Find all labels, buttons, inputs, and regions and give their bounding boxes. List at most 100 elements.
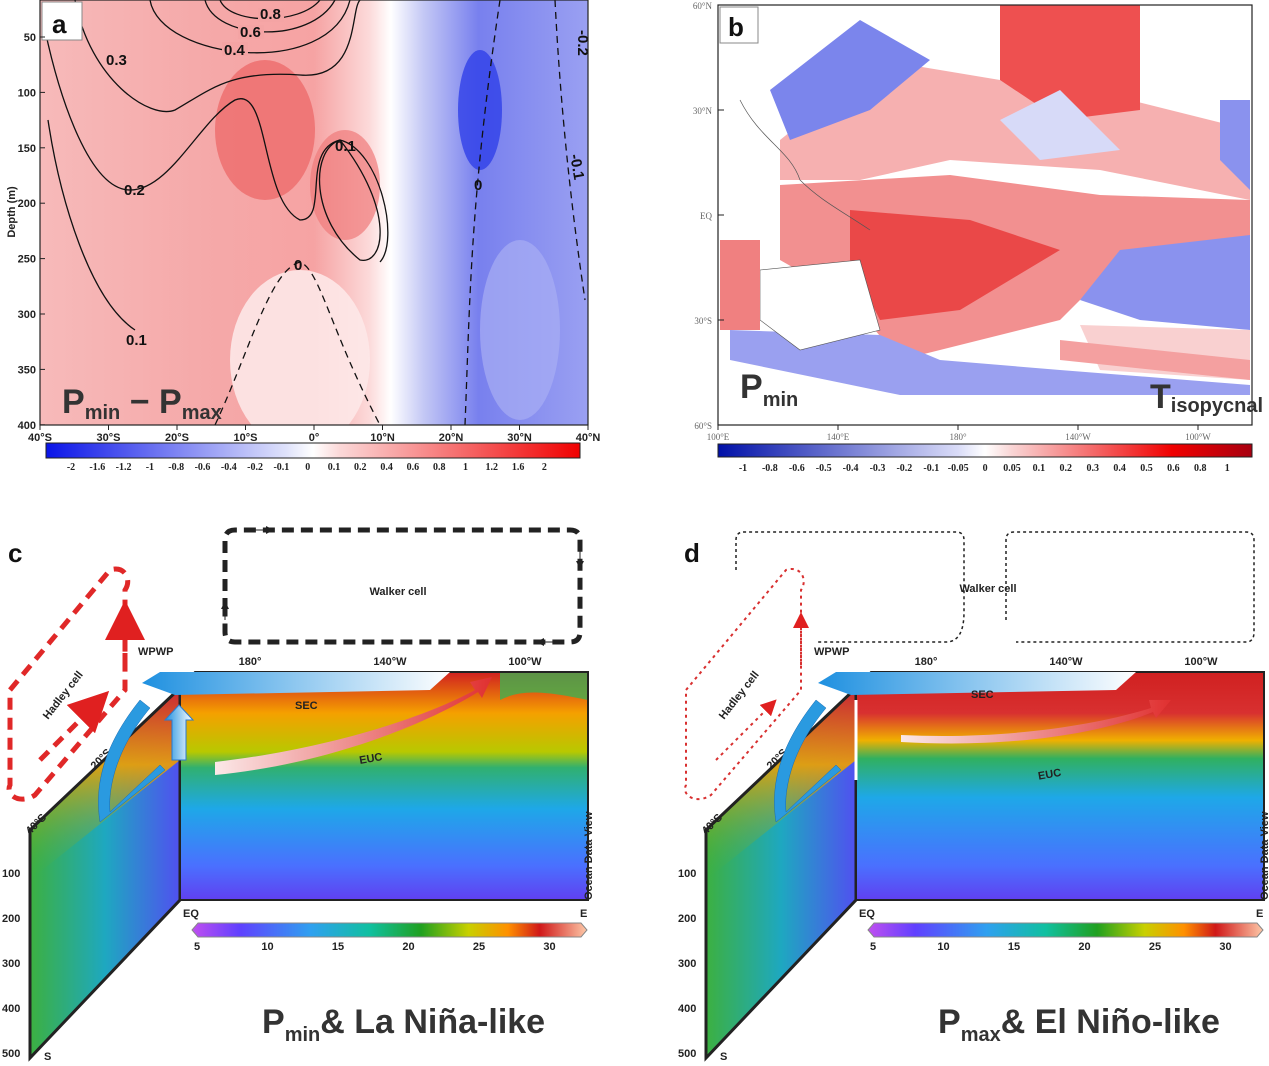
contour-label: 0.3 xyxy=(106,52,127,69)
lat-tick-label: 30°S xyxy=(694,316,712,326)
colorbar-label: -1.6 xyxy=(89,462,105,473)
contour-label: 0.1 xyxy=(126,332,147,349)
euc-label: EUC xyxy=(1037,767,1062,783)
colorbar-label: 2 xyxy=(542,462,547,473)
colorbar-label: 5 xyxy=(870,941,876,953)
contour-label: 0.8 xyxy=(260,6,281,23)
colorbar-label: -1 xyxy=(146,462,154,473)
x-tick-label: 20°N xyxy=(439,432,464,444)
colorbar-label: 0.05 xyxy=(1003,463,1021,474)
colorbar-label: 10 xyxy=(937,941,949,953)
panel-label-a: a xyxy=(52,9,67,39)
colorbar-label: 20 xyxy=(402,941,414,953)
colorbar-label: -2 xyxy=(67,462,75,473)
x-tick-label: 30°N xyxy=(507,432,532,444)
upwelling-arrow xyxy=(163,704,195,761)
panel-title: Pmin& La Niña-like xyxy=(262,1003,545,1046)
colorbar-b-labels: -1 -0.8 -0.6 -0.5 -0.4 -0.3 -0.2 -0.1 -0.05 0 0.05… xyxy=(739,463,1230,474)
subtropical-cell-arrow xyxy=(774,699,842,823)
y-tick-label: 50 xyxy=(24,32,36,44)
east-label: E xyxy=(1256,908,1263,920)
depth-tick-label: 200 xyxy=(2,913,20,925)
colorbar-label: -0.4 xyxy=(221,462,237,473)
lon-tick-label: 140°W xyxy=(1049,656,1083,668)
lat-tick-label: 60°S xyxy=(694,421,712,431)
contour-label: 0 xyxy=(294,257,302,274)
contour-label: 0 xyxy=(474,177,482,194)
lon-tick-label: 180° xyxy=(915,656,938,668)
y-tick-label: 400 xyxy=(18,420,36,432)
lat-tick-label: 30°N xyxy=(693,106,713,116)
colorbar-b xyxy=(717,443,1253,458)
depth-tick-label: 400 xyxy=(2,1003,20,1015)
walker-cell-loop-east xyxy=(1005,531,1255,643)
hadley-cell-label: Hadley cell xyxy=(41,669,86,722)
east-label: E xyxy=(580,908,587,920)
south-label: S xyxy=(720,1051,727,1063)
lon-tick-label: 100°W xyxy=(1184,656,1218,668)
x-tick-label: 30°S xyxy=(97,432,121,444)
contour-label: -0.1 xyxy=(566,153,587,181)
hadley-cell-loop xyxy=(6,566,131,802)
colorbar-label: -0.5 xyxy=(816,463,832,474)
colorbar-label: -0.4 xyxy=(843,463,859,474)
contour-label: 0.2 xyxy=(124,182,145,199)
colorbar-label: 25 xyxy=(473,941,485,953)
depth-tick-label: 100 xyxy=(678,868,696,880)
panel-label-d: d xyxy=(684,538,700,568)
colorbar-label: -0.3 xyxy=(870,463,886,474)
wpwp-label: WPWP xyxy=(138,646,173,658)
colorbar-label: -0.1 xyxy=(923,463,939,474)
panel-b-variable: Tisopycnal xyxy=(1150,378,1263,417)
panel-label-c: c xyxy=(8,538,22,568)
colorbar-label: 0.6 xyxy=(1167,463,1180,474)
colorbar-label: 0.2 xyxy=(1060,463,1073,474)
x-ticks: 40°S 30°S 20°S 10°S 0° 10°N 20°N 30°N 40°N xyxy=(28,425,600,444)
euc-arrow xyxy=(215,677,492,775)
colorbar-label: 1.6 xyxy=(512,462,525,473)
colorbar-a-labels: -2 -1.6 -1.2 -1 -0.8 -0.6 -0.4 -0.2 -0.1 0 0.1 0.2 0… xyxy=(67,462,547,473)
depth-tick-label: 500 xyxy=(678,1048,696,1060)
credit-label: Ocean Data View xyxy=(1259,811,1269,900)
colorbar-label: -0.8 xyxy=(168,462,184,473)
panel-a: 0.8 0.6 0.4 0.3 0.2 0.1 0.1 0 0 -0.2 -0.… xyxy=(6,0,600,473)
lat-tick-label: EQ xyxy=(700,211,712,221)
panel-title: Pmax& El Niño-like xyxy=(938,1003,1220,1046)
colorbar-label: -0.6 xyxy=(195,462,211,473)
y-ticks: 50 100 150 200 250 300 350 400 xyxy=(18,32,45,432)
depth-tick-label: 500 xyxy=(2,1048,20,1060)
contour-label: -0.2 xyxy=(574,30,591,56)
hadley-arrow xyxy=(38,690,110,762)
x-tick-label: 20°S xyxy=(165,432,189,444)
lon-tick-label: 140°W xyxy=(1065,432,1091,442)
colorbar-label: 20 xyxy=(1078,941,1090,953)
south-label: S xyxy=(44,1051,51,1063)
depth-tick-label: 300 xyxy=(2,958,20,970)
eq-label: EQ xyxy=(859,908,875,920)
euc-label: EUC xyxy=(358,751,383,767)
colorbar-label: -0.2 xyxy=(247,462,263,473)
colorbar-label: 1 xyxy=(1225,463,1230,474)
x-tick-label: 40°S xyxy=(28,432,52,444)
walker-cell-label: Walker cell xyxy=(369,586,426,598)
panel-a-heatmap: 0.8 0.6 0.4 0.3 0.2 0.1 0.1 0 0 -0.2 -0.… xyxy=(40,0,591,425)
colorbar-label: -0.8 xyxy=(762,463,778,474)
euc-arrow xyxy=(901,700,1171,744)
colorbar-label: 5 xyxy=(194,941,200,953)
contour-label: 0.6 xyxy=(240,24,261,41)
y-tick-label: 350 xyxy=(18,364,36,376)
colorbar-label: 0.6 xyxy=(407,462,420,473)
y-tick-label: 300 xyxy=(18,309,36,321)
wpwp-label: WPWP xyxy=(814,646,849,658)
colorbar-label: -1 xyxy=(739,463,747,474)
colorbar-label: -0.05 xyxy=(948,463,969,474)
lon-ticks: 100°E 140°E 180° 140°W 100°W xyxy=(707,425,1211,442)
colorbar-label: 0.2 xyxy=(354,462,367,473)
lon-tick-label: 100°E xyxy=(707,432,730,442)
y-tick-label: 150 xyxy=(18,143,36,155)
depth-tick-label: 400 xyxy=(678,1003,696,1015)
y-tick-label: 250 xyxy=(18,254,36,266)
lon-tick-label: 180° xyxy=(239,656,262,668)
